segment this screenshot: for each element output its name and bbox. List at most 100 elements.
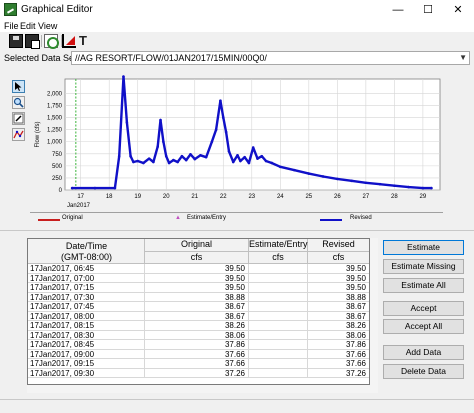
delete-data-button[interactable]: Delete Data [383, 364, 464, 379]
cell-estimate[interactable] [249, 292, 308, 302]
cell-original[interactable]: 38.88 [145, 292, 249, 302]
cell-estimate[interactable] [249, 302, 308, 312]
cell-date[interactable]: 17Jan2017, 07:30 [28, 292, 145, 302]
refresh-icon[interactable] [44, 34, 59, 49]
accept-button[interactable]: Accept [383, 301, 464, 316]
estimate-missing-button[interactable]: Estimate Missing [383, 259, 464, 274]
cell-date[interactable]: 17Jan2017, 06:45 [28, 264, 145, 274]
panel-splitter[interactable] [0, 230, 474, 235]
menu-view[interactable]: View [38, 21, 58, 31]
cell-date[interactable]: 17Jan2017, 09:00 [28, 349, 145, 359]
cell-revised[interactable]: 38.06 [308, 331, 369, 340]
close-button[interactable]: ✕ [453, 4, 463, 16]
legend-swatch-original [38, 219, 60, 221]
cell-estimate[interactable] [249, 311, 308, 321]
maximize-button[interactable]: ☐ [423, 4, 433, 16]
accept-all-button[interactable]: Accept All [383, 319, 464, 334]
cell-estimate[interactable] [249, 349, 308, 359]
cell-revised[interactable]: 38.67 [308, 302, 369, 312]
header-revised-unit: cfs [308, 252, 369, 264]
data-point [407, 185, 410, 189]
cell-date[interactable]: 17Jan2017, 08:30 [28, 330, 145, 340]
cell-original[interactable]: 39.50 [145, 283, 249, 293]
data-point [156, 145, 159, 148]
y-axis-label: Flow (cfs) [35, 122, 41, 148]
cell-revised[interactable]: 37.26 [308, 369, 369, 378]
menu-edit[interactable]: Edit [20, 21, 36, 31]
cell-date[interactable]: 17Jan2017, 07:45 [28, 302, 145, 312]
data-point [204, 155, 208, 159]
y-tick-label: 0 [59, 188, 63, 194]
toolbar-separator [41, 35, 42, 47]
estimate-all-button[interactable]: Estimate All [383, 278, 464, 293]
save-icon[interactable] [9, 34, 23, 48]
x-tick-label: 25 [305, 194, 312, 200]
cell-revised[interactable]: 39.50 [308, 283, 369, 293]
save-as-icon[interactable] [25, 34, 40, 49]
cell-original[interactable]: 39.50 [145, 273, 249, 283]
cell-original[interactable]: 37.66 [145, 349, 249, 359]
x-tick-label: 18 [106, 194, 113, 200]
cell-estimate[interactable] [249, 264, 308, 274]
header-estimate-unit: cfs [249, 252, 308, 264]
x-tick-label: 20 [163, 194, 170, 200]
cell-original[interactable]: 37.66 [145, 359, 249, 369]
edit-pencil-icon[interactable] [12, 112, 25, 125]
data-point [247, 161, 251, 165]
cell-revised[interactable]: 39.50 [308, 264, 369, 274]
cell-revised[interactable]: 37.86 [308, 340, 369, 350]
cell-estimate[interactable] [249, 368, 308, 378]
cell-original[interactable]: 38.67 [145, 311, 249, 321]
cell-date[interactable]: 17Jan2017, 09:15 [28, 359, 145, 369]
title-bar: Graphical Editor — ☐ ✕ [0, 0, 474, 20]
vertical-scrollbar[interactable] [370, 238, 378, 385]
cell-original[interactable]: 38.06 [145, 330, 249, 340]
zoom-icon[interactable] [12, 96, 25, 109]
dataset-label: Selected Data Set: [4, 53, 80, 63]
text-tool-icon[interactable]: T [79, 33, 87, 48]
cell-date[interactable]: 17Jan2017, 07:15 [28, 283, 145, 293]
data-point [421, 186, 425, 190]
menu-file[interactable]: File [4, 21, 19, 31]
cell-date[interactable]: 17Jan2017, 08:15 [28, 321, 145, 331]
cell-estimate[interactable] [249, 359, 308, 369]
horizontal-scrollbar[interactable] [27, 385, 378, 393]
cell-original[interactable]: 39.50 [145, 264, 249, 274]
cell-date[interactable]: 17Jan2017, 09:30 [28, 368, 145, 378]
header-original[interactable]: Original [145, 239, 249, 252]
chart-icon[interactable] [62, 34, 76, 48]
cell-date[interactable]: 17Jan2017, 08:45 [28, 340, 145, 350]
cell-estimate[interactable] [249, 340, 308, 350]
x-tick-label: 28 [391, 194, 398, 200]
cell-original[interactable]: 37.86 [145, 340, 249, 350]
plot-area[interactable]: 17 18 19 20 21 22 23 24 25 26 27 28 29 0 250 500 750 1,00… [30, 70, 443, 210]
cell-original[interactable]: 38.67 [145, 302, 249, 312]
select-arrow-icon[interactable] [12, 80, 25, 93]
estimate-button[interactable]: Estimate [383, 240, 464, 255]
app-chart-icon [4, 3, 17, 16]
cell-estimate[interactable] [249, 273, 308, 283]
add-data-button[interactable]: Add Data [383, 345, 464, 360]
cell-revised[interactable]: 38.26 [308, 321, 369, 331]
header-date[interactable]: Date/Time (GMT-08:00) [28, 239, 145, 264]
cell-estimate[interactable] [249, 283, 308, 293]
cell-date[interactable]: 17Jan2017, 07:00 [28, 273, 145, 283]
header-revised[interactable]: Revised [308, 239, 369, 252]
header-estimate[interactable]: Estimate/Entry [249, 239, 308, 252]
cell-date[interactable]: 17Jan2017, 08:00 [28, 311, 145, 321]
minimize-button[interactable]: — [392, 4, 404, 16]
cell-estimate[interactable] [249, 330, 308, 340]
cell-original[interactable]: 37.26 [145, 368, 249, 378]
cell-revised[interactable]: 37.66 [308, 359, 369, 369]
draw-line-icon[interactable] [12, 128, 25, 141]
dataset-select[interactable]: //AG RESORT/FLOW/01JAN2017/15MIN/00Q0/ ▼ [71, 51, 470, 65]
y-tick-label: 1,250 [47, 128, 63, 134]
cell-revised[interactable]: 38.88 [308, 293, 369, 302]
cell-original[interactable]: 38.26 [145, 321, 249, 331]
cell-revised[interactable]: 39.50 [308, 274, 369, 283]
cell-revised[interactable]: 37.66 [308, 350, 369, 359]
y-tick-label: 1,750 [47, 104, 63, 110]
cell-estimate[interactable] [249, 321, 308, 331]
window-title: Graphical Editor [21, 4, 93, 15]
cell-revised[interactable]: 38.67 [308, 312, 369, 321]
